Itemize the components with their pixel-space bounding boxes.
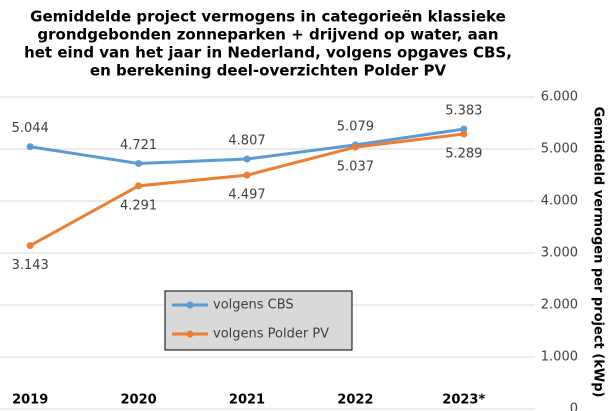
point <box>243 155 251 163</box>
x-tick-label: 2023* <box>442 393 485 408</box>
title-line: en berekening deel-overzichten Polder PV <box>90 62 447 80</box>
y-tick-label: 2.000 <box>541 298 578 313</box>
x-tick-label: 2022 <box>337 393 373 408</box>
data-label: 4.291 <box>120 198 157 213</box>
data-label: 4.807 <box>228 134 265 149</box>
data-label: 3.143 <box>12 258 49 273</box>
legend-label: volgens CBS <box>213 298 294 313</box>
point <box>243 171 251 179</box>
legend-box <box>164 290 353 351</box>
data-label: 5.289 <box>445 146 482 161</box>
title-line: het eind van het jaar in Nederland, volg… <box>24 44 512 62</box>
data-label: 5.037 <box>337 160 374 175</box>
point <box>26 242 34 250</box>
point <box>26 143 34 151</box>
data-label: 5.044 <box>12 121 49 136</box>
legend-marker <box>186 330 194 338</box>
title-line: Gemiddelde project vermogens in categori… <box>30 8 506 26</box>
title-line: grondgebonden zonneparken + drijvend op … <box>37 26 498 44</box>
y-axis-label: Gemiddeld vermogen per project (kWp) <box>591 107 606 398</box>
point <box>135 182 143 190</box>
y-tick-label: 3.000 <box>541 246 578 261</box>
y-tick-label: 0 <box>570 402 578 411</box>
legend-marker <box>186 301 194 309</box>
point <box>351 143 359 151</box>
data-label: 4.497 <box>228 188 265 203</box>
point <box>460 125 468 133</box>
y-tick-label: 6.000 <box>541 90 578 105</box>
y-tick-label: 5.000 <box>541 142 578 157</box>
x-tick-label: 2021 <box>229 393 265 408</box>
x-tick-label: 2019 <box>12 393 48 408</box>
legend-label: volgens Polder PV <box>213 327 329 342</box>
y-tick-label: 1.000 <box>541 350 578 365</box>
data-label: 5.383 <box>445 104 482 119</box>
point <box>460 130 468 138</box>
data-label: 4.721 <box>120 138 157 153</box>
chart-title: Gemiddelde project vermogens in categori… <box>24 8 512 80</box>
data-label: 5.079 <box>337 119 374 134</box>
y-tick-label: 4.000 <box>541 194 578 209</box>
x-tick-label: 2020 <box>121 393 157 408</box>
point <box>135 160 143 168</box>
